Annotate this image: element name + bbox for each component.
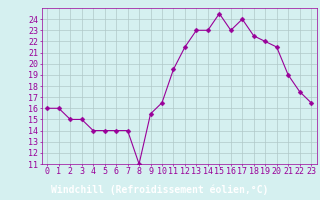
Text: Windchill (Refroidissement éolien,°C): Windchill (Refroidissement éolien,°C) (51, 184, 269, 195)
